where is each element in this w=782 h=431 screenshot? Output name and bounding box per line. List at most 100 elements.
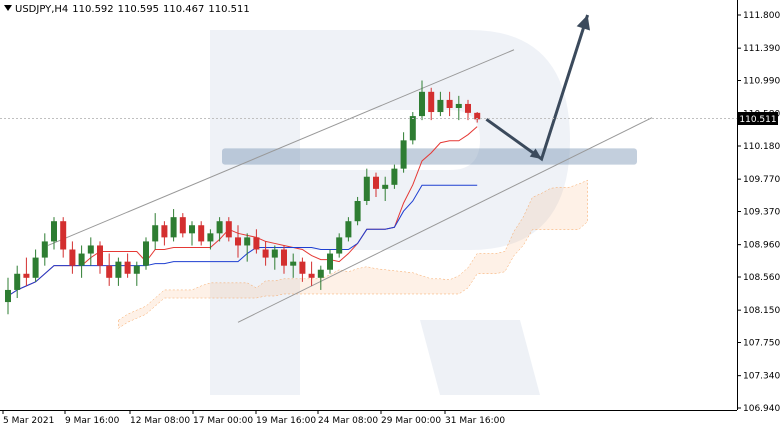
watermark-logo (210, 30, 570, 395)
candle-body (317, 269, 324, 278)
candle-body (41, 241, 48, 258)
candle-body (225, 221, 232, 238)
time-tick-label: 24 Mar 08:00 (318, 416, 378, 426)
candle-body (170, 217, 177, 238)
ichimoku-cloud (118, 179, 588, 329)
candle-body (437, 99, 444, 113)
candles (5, 80, 481, 315)
price-tick-label: 108.960 (743, 241, 780, 251)
candle-body (235, 237, 241, 246)
time-axis: 5 Mar 2021 9 Mar 16:00 12 Mar 08:00 17 Mar … (2, 410, 505, 426)
symbol-label: USDJPY,H4 (15, 4, 69, 15)
plot-background (0, 0, 737, 410)
candle-body (32, 257, 39, 278)
price-tick-label: 107.750 (743, 339, 780, 349)
candle-body (336, 237, 343, 254)
current-price-badge: 110.511 (738, 112, 778, 125)
open-price: 110.592 (72, 4, 114, 15)
candle-body (271, 249, 278, 258)
price-tick-label: 109.370 (743, 208, 780, 218)
candle-body (5, 289, 11, 303)
tenkan-line (7, 126, 478, 297)
candle-body (179, 217, 186, 234)
candle-body (115, 261, 122, 278)
time-tick-label: 5 Mar 2021 (3, 416, 54, 426)
price-tick-label: 107.340 (743, 372, 780, 382)
candle-body (308, 273, 315, 278)
price-tick-label: 110.180 (743, 142, 780, 152)
candle-body (354, 200, 361, 222)
candle-body (97, 245, 103, 266)
time-tick-label: 9 Mar 16:00 (65, 416, 120, 426)
candle-body (244, 237, 251, 246)
time-tick-label: 29 Mar 00:00 (381, 416, 441, 426)
price-tick-label: 111.800 (743, 11, 780, 21)
candle-body (382, 184, 389, 189)
time-tick-label: 17 Mar 00:00 (193, 416, 253, 426)
candle-body (446, 99, 453, 108)
candle-body (69, 249, 76, 266)
forecast-arrow (485, 14, 591, 162)
price-tick-label: 106.940 (743, 404, 780, 414)
price-axis: 111.800111.390110.990110.580110.180109.7… (737, 11, 780, 414)
chart-header: USDJPY,H4 110.592 110.595 110.467 110.511 (4, 4, 254, 15)
candle-body (253, 237, 260, 250)
candle-body (363, 176, 370, 201)
candle-body (290, 261, 297, 266)
candle-body (189, 225, 195, 234)
current-price-label: 110.511 (739, 115, 776, 125)
channel-upper-line (47, 49, 515, 246)
candle-body (60, 221, 67, 250)
candle-body (455, 103, 462, 108)
forecast-arrow-mid-head (529, 148, 542, 159)
candle-body (345, 221, 352, 238)
time-tick-label: 31 Mar 16:00 (445, 416, 505, 426)
candle-body (78, 253, 85, 266)
candle-body (465, 103, 471, 113)
price-tick-label: 108.150 (743, 306, 780, 316)
candle-body (23, 273, 30, 278)
price-tick-label: 110.990 (743, 77, 780, 87)
candle-body (87, 245, 94, 254)
kijun-line (7, 184, 478, 297)
time-tick-label: 19 Mar 16:00 (256, 416, 316, 426)
close-price: 110.511 (208, 4, 250, 15)
high-price: 110.595 (117, 4, 160, 15)
candle-body (400, 140, 407, 169)
candle-body (281, 249, 287, 266)
price-tick-label: 109.770 (743, 175, 780, 185)
candle-body (14, 273, 21, 290)
dropdown-triangle-icon[interactable] (4, 5, 12, 11)
candle-body (391, 168, 398, 185)
price-tick-label: 111.390 (743, 44, 780, 54)
candle-body (207, 233, 214, 242)
candle-body (106, 265, 113, 278)
time-tick-label: 12 Mar 08:00 (130, 416, 190, 426)
price-tick-label: 108.560 (743, 273, 780, 283)
candle-body (161, 225, 168, 238)
price-channel (47, 49, 653, 323)
indicator-lines (7, 126, 478, 297)
candle-body (198, 225, 205, 242)
candle-body (124, 261, 131, 274)
candle-body (409, 116, 416, 141)
candle-body (262, 249, 269, 258)
forecast-arrow-head (576, 15, 591, 31)
candle-body (143, 241, 149, 266)
candle-body (327, 253, 333, 270)
cloud-area (118, 179, 588, 329)
candle-body (474, 112, 481, 120)
candle-body (373, 176, 379, 189)
candle-body (133, 265, 140, 274)
candle-body (299, 261, 306, 274)
candle-body (152, 225, 159, 242)
candle-body (216, 221, 223, 234)
support-zone (222, 148, 637, 165)
candle-body (419, 91, 425, 117)
support-zone-rect (222, 148, 637, 165)
candle-body (51, 221, 57, 242)
channel-lower-line (237, 117, 653, 323)
candle-body (428, 91, 435, 113)
low-price: 110.467 (163, 4, 205, 15)
